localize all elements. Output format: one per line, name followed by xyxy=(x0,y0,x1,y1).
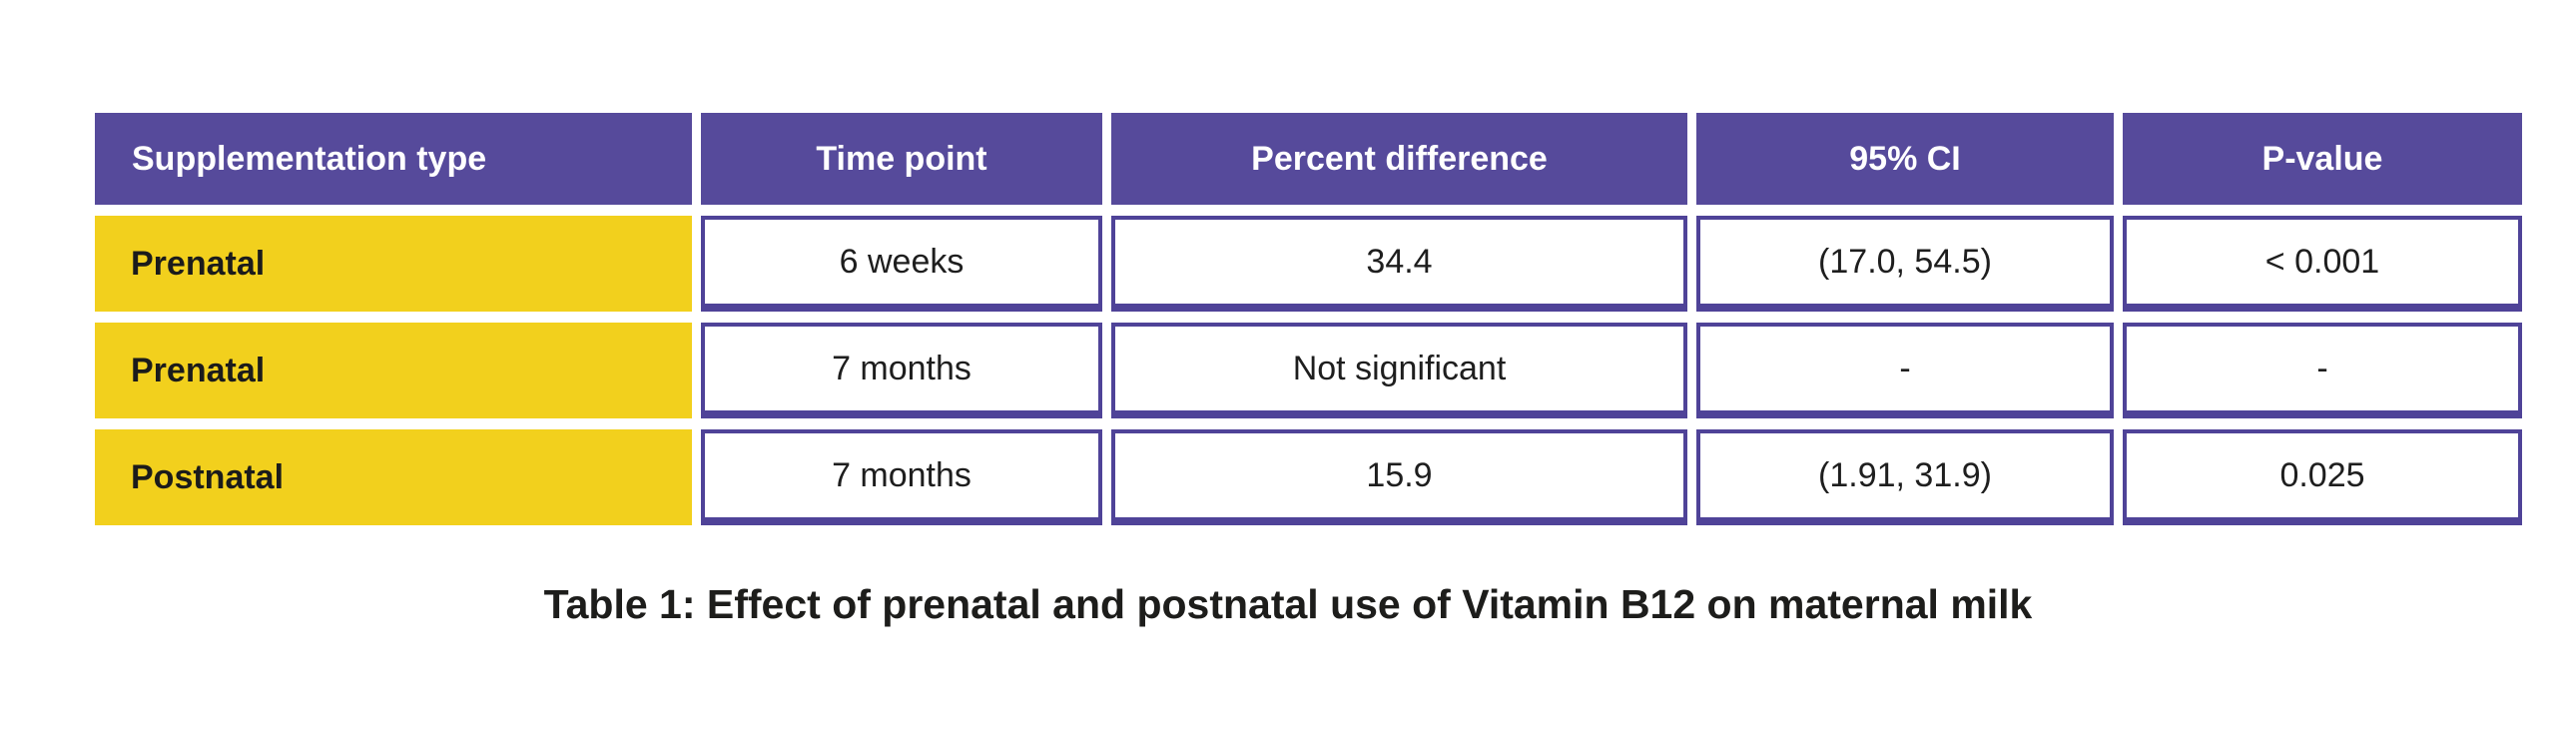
table-row: Prenatal 7 months Not significant - - xyxy=(95,323,2522,418)
table-row: Prenatal 6 weeks 34.4 (17.0, 54.5) < 0.0… xyxy=(95,216,2522,312)
time-point-cell: 7 months xyxy=(701,429,1102,525)
ci-cell: (1.91, 31.9) xyxy=(1696,429,2114,525)
table-header-row: Supplementation type Time point Percent … xyxy=(95,113,2522,205)
results-table: Supplementation type Time point Percent … xyxy=(86,102,2531,536)
col-header-percent-difference: Percent difference xyxy=(1111,113,1687,205)
ci-cell: - xyxy=(1696,323,2114,418)
percent-difference-cell: 15.9 xyxy=(1111,429,1687,525)
row-label-cell: Prenatal xyxy=(95,323,692,418)
p-value-cell: < 0.001 xyxy=(2123,216,2522,312)
row-label-cell: Prenatal xyxy=(95,216,692,312)
percent-difference-cell: 34.4 xyxy=(1111,216,1687,312)
col-header-supplementation-type: Supplementation type xyxy=(95,113,692,205)
p-value-cell: - xyxy=(2123,323,2522,418)
table-row: Postnatal 7 months 15.9 (1.91, 31.9) 0.0… xyxy=(95,429,2522,525)
percent-difference-cell: Not significant xyxy=(1111,323,1687,418)
table-caption: Table 1: Effect of prenatal and postnata… xyxy=(543,581,2033,627)
col-header-95-ci: 95% CI xyxy=(1696,113,2114,205)
col-header-p-value: P-value xyxy=(2123,113,2522,205)
time-point-cell: 6 weeks xyxy=(701,216,1102,312)
col-header-time-point: Time point xyxy=(701,113,1102,205)
ci-cell: (17.0, 54.5) xyxy=(1696,216,2114,312)
p-value-cell: 0.025 xyxy=(2123,429,2522,525)
row-label-cell: Postnatal xyxy=(95,429,692,525)
time-point-cell: 7 months xyxy=(701,323,1102,418)
